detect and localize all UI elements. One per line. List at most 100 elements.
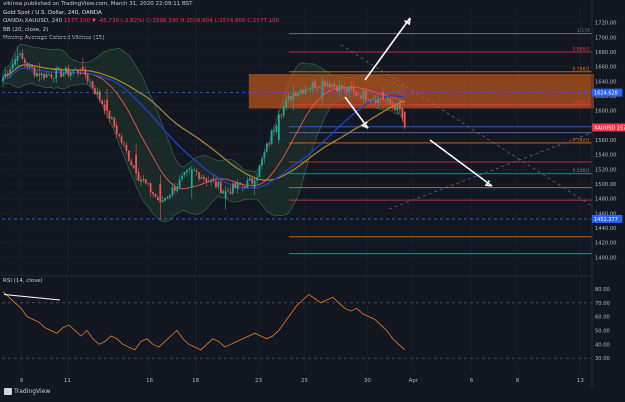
candle-body (265, 143, 268, 152)
candle-body (215, 181, 217, 188)
price-tick-label: 1420.00 (595, 241, 616, 247)
arrow-shaft (344, 96, 369, 129)
rsi-tick-label: 50.00 (595, 328, 610, 334)
candle-body (154, 193, 157, 197)
candle-body (171, 187, 174, 196)
candle-body (40, 73, 43, 76)
rsi-line (2, 291, 405, 351)
candles (2, 46, 406, 220)
published-line: vikinsa published on TradingView.com, Ma… (3, 1, 193, 7)
symbol-title: Gold Spot / U.S. Dollar, 240, OANDA (3, 10, 102, 16)
candle-body (304, 89, 307, 95)
candle-body (229, 191, 232, 194)
arrow-head (360, 121, 369, 129)
candle-body (280, 114, 283, 116)
candle-body (382, 92, 384, 100)
candle-body (389, 98, 392, 104)
candle-body (183, 172, 186, 176)
rsi-tick-label: 60.00 (595, 315, 610, 321)
rsi-label[interactable]: RSI (14, close) (3, 278, 43, 284)
candle-body (142, 179, 145, 180)
ohlc-values: O:1598.330 H:1599.604 L:1574.805 C:1577.… (146, 18, 280, 24)
bb-indicator-label[interactable]: BB (20, close, 2) (3, 27, 49, 33)
price-tag-label: XAUUSD 1577.100 (594, 125, 625, 131)
candle-body (48, 74, 50, 76)
candle-body (31, 64, 33, 68)
candle-body (246, 180, 249, 188)
candle-body (362, 90, 365, 99)
candle-body (77, 70, 79, 74)
ticker: OANDA:XAUUSD, 240 (3, 18, 63, 24)
candle-body (132, 165, 135, 169)
candle-body (338, 84, 341, 92)
candle-body (263, 152, 266, 159)
price-tick-label: 1660.00 (595, 65, 616, 71)
projection-arrows (344, 17, 493, 187)
candle-body (198, 172, 200, 179)
candle-body (357, 94, 360, 96)
candle-body (89, 81, 92, 83)
candle-body (297, 92, 300, 97)
candle-body (384, 99, 387, 101)
candle-body (374, 99, 377, 103)
ma-indicator-label[interactable]: Moving Average Colored Vikinsa (15) (3, 35, 105, 41)
candle-body (86, 74, 89, 82)
candle-body (340, 85, 343, 89)
candle-body (367, 99, 370, 101)
candle-body (43, 74, 46, 79)
candle-body (188, 168, 191, 170)
candle-body (123, 143, 125, 145)
candle-body (72, 70, 75, 72)
candle-body (394, 105, 396, 111)
candle-body (84, 69, 87, 75)
candle-body (294, 92, 297, 97)
price-tick-label: 1560.00 (595, 138, 616, 144)
candle-body (173, 187, 176, 191)
fib-diagonal (389, 132, 593, 210)
candle-body (28, 63, 31, 68)
price-tick-label: 1500.00 (595, 182, 616, 188)
price-tick-label: 1540.00 (595, 153, 616, 159)
candle-body (217, 181, 220, 187)
price-tick-label: 1400.00 (595, 255, 616, 261)
time-tick-label: 8 (516, 378, 520, 384)
candle-body (210, 179, 213, 182)
price-tick-label: 1720.00 (595, 21, 616, 27)
price-tag-label: 1624.628 (594, 91, 618, 97)
candle-body (236, 182, 239, 190)
time-tick-label: 13 (577, 378, 584, 384)
candle-body (224, 191, 227, 199)
time-tick-label: 25 (301, 378, 308, 384)
candle-body (69, 72, 72, 76)
candle-body (74, 69, 77, 71)
candle-body (377, 97, 379, 103)
rsi-tick-label: 80.00 (595, 287, 610, 293)
candle-body (16, 55, 19, 61)
candle-body (79, 72, 82, 75)
candle-body (137, 171, 140, 181)
price-tick-label: 1520.00 (595, 167, 616, 173)
candle-body (261, 158, 263, 166)
fib-diagonal (340, 44, 593, 207)
fib-label: 0.382(1 (572, 137, 590, 143)
tradingview-logo: TradingView (4, 388, 50, 395)
candle-body (311, 82, 314, 89)
candle-body (282, 106, 285, 116)
candle-body (299, 89, 302, 94)
candle-body (6, 73, 9, 75)
candle-body (232, 183, 234, 194)
candle-body (193, 169, 196, 171)
candle-body (120, 136, 123, 143)
time-tick-label: 18 (192, 378, 199, 384)
candle-body (161, 200, 164, 203)
candle-body (45, 73, 48, 78)
candle-body (285, 99, 288, 108)
candle-body (130, 161, 133, 166)
candle-body (290, 95, 292, 100)
price-tick-label: 1640.00 (595, 79, 616, 85)
time-tick-label: 11 (64, 378, 71, 384)
candle-body (234, 182, 237, 189)
candle-body (55, 68, 58, 79)
candle-body (9, 69, 12, 74)
